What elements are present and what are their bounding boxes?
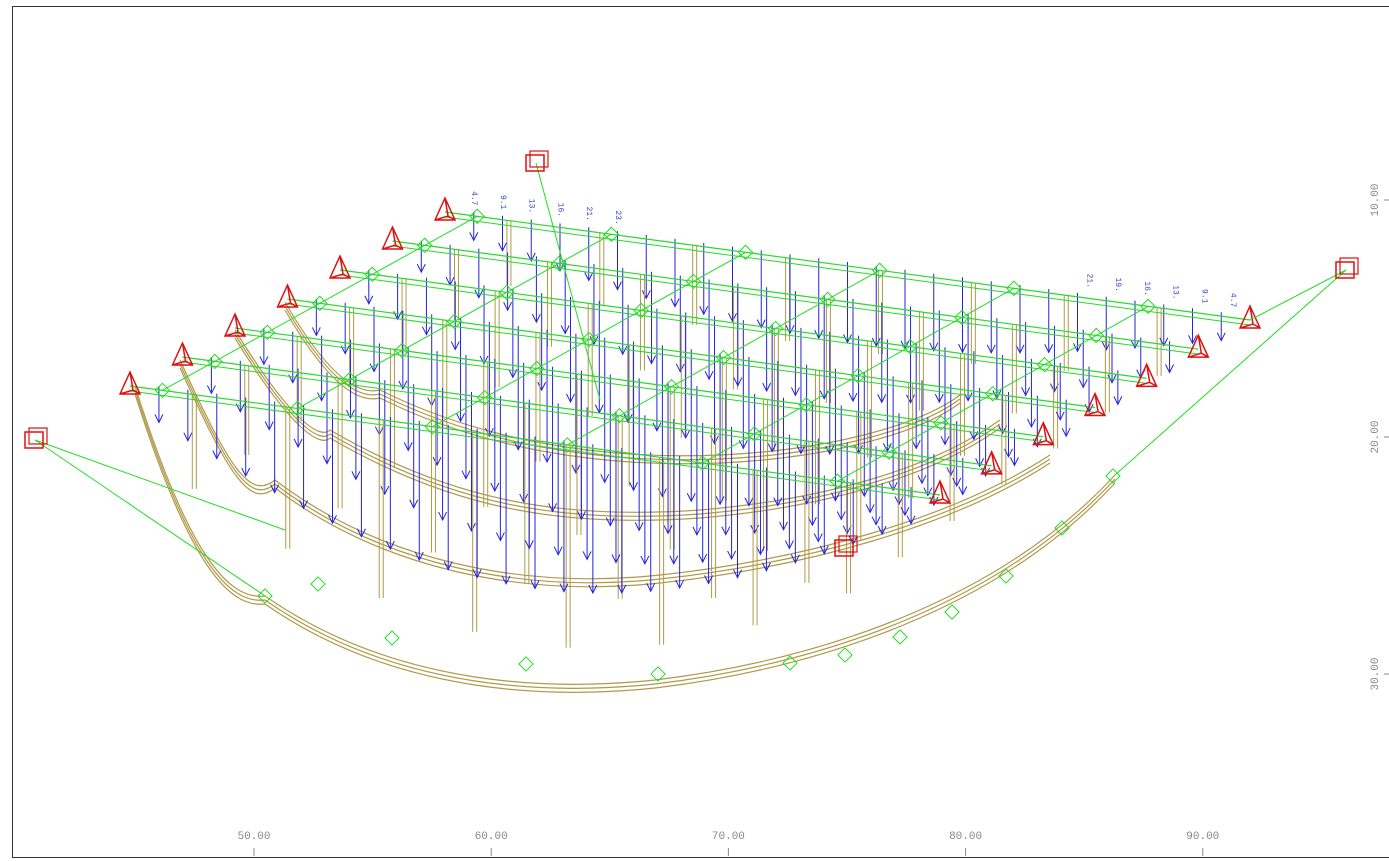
viewport: 4.7 9.1 13. 16. 21. 23. 21. 19. 16. 13. 9.1 4.7 50.… [0,0,1389,861]
y-tick-label: 10.00 [1370,183,1382,216]
x-tick-label: 70.00 [712,831,745,843]
y-tick-label: 20.00 [1370,420,1382,453]
load-label: 19. [1113,277,1122,291]
load-label: 9.1 [498,195,507,210]
load-label: 21. [1084,274,1093,288]
y-tick-label: 30.00 [1370,657,1382,690]
load-label: 4.7 [1228,293,1237,308]
load-label: 9.1 [1199,289,1208,304]
x-tick-label: 90.00 [1186,831,1219,843]
load-label: 16. [555,203,564,217]
load-label: 21. [584,207,593,221]
load-label: 23. [613,210,622,224]
load-label: 16. [1142,281,1151,295]
x-tick-label: 60.00 [475,831,508,843]
page: 4.7 9.1 13. 16. 21. 23. 21. 19. 16. 13. 9.1 4.7 50.… [0,0,1389,861]
x-tick-label: 50.00 [237,831,270,843]
load-label: 13. [527,199,536,213]
load-label: 13. [1171,285,1180,299]
load-label: 4.7 [469,191,478,206]
x-tick-label: 80.00 [949,831,982,843]
